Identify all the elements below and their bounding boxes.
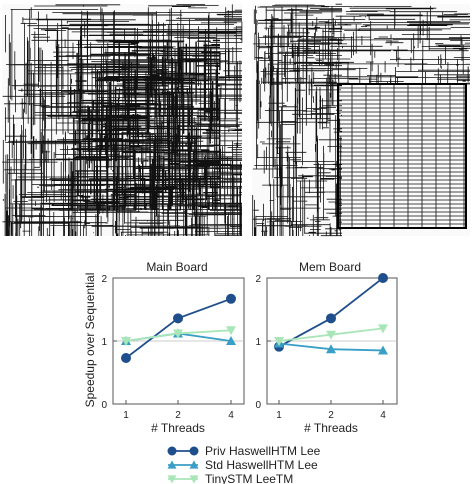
main-board-panel: Main Board 0 1 2 1 2 4 — [101, 260, 245, 421]
y-tick-label: 1 — [101, 337, 107, 348]
x-tick-label: 2 — [175, 410, 181, 421]
data-point — [167, 475, 177, 484]
y-axis-label: Speedup over Sequential — [83, 273, 97, 408]
data-point — [326, 313, 336, 324]
legend-label: TinySTM LeeTM — [205, 472, 293, 484]
data-point — [121, 337, 131, 346]
data-point — [189, 460, 199, 469]
x-axis-label-main: # Threads — [151, 421, 205, 435]
y-tick-label: 2 — [255, 274, 261, 285]
x-tick-label: 1 — [276, 410, 282, 421]
legend-label: Priv HaswellHTM Lee — [205, 444, 321, 458]
panel-title-main-board: Main Board — [146, 260, 207, 274]
data-point — [378, 273, 388, 283]
data-point — [226, 293, 236, 304]
data-point — [173, 313, 183, 324]
x-tick-label: 2 — [328, 410, 334, 421]
y-tick-label: 1 — [255, 337, 261, 348]
data-point — [274, 337, 284, 346]
data-point — [167, 446, 177, 456]
data-point — [326, 330, 336, 340]
data-point — [189, 446, 199, 456]
data-point — [378, 345, 388, 355]
data-point — [226, 326, 236, 336]
data-point — [189, 475, 199, 484]
data-point — [226, 336, 236, 345]
x-tick-label: 4 — [228, 410, 234, 421]
data-point — [121, 353, 131, 364]
legend-label: Std HaswellHTM Lee — [205, 458, 318, 472]
panel-title-mem-board: Mem Board — [299, 260, 361, 274]
y-tick-label: 0 — [255, 400, 261, 411]
x-axis-label-mem: # Threads — [304, 421, 358, 435]
data-point — [378, 324, 388, 334]
data-point — [173, 329, 183, 339]
x-tick-label: 4 — [380, 410, 386, 421]
data-point — [167, 460, 177, 469]
data-point — [326, 344, 336, 354]
y-tick-label: 2 — [101, 274, 107, 285]
x-tick-label: 1 — [123, 410, 129, 421]
mem-board-panel: Mem Board 0 1 2 1 2 4 — [255, 260, 398, 421]
mem-board-routing-image — [252, 3, 470, 237]
y-tick-label: 0 — [101, 400, 107, 411]
main-board-routing-image — [2, 4, 243, 236]
